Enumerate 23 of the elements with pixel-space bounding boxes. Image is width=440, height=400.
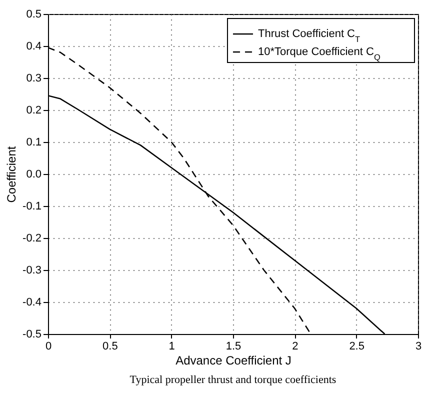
x-tick-label: 1 — [168, 340, 175, 352]
x-tick-label: 0 — [45, 340, 52, 352]
x-tick-label: 2.5 — [349, 340, 364, 352]
legend-label: Thrust Coefficient C$_{T}$ — [258, 28, 360, 44]
text: Typical propeller thrust and torque coefficients — [130, 374, 336, 386]
x-tick-label: 0.5 — [102, 340, 118, 352]
y-tick-label: 0.3 — [26, 72, 42, 84]
y-tick-label: -0.2 — [22, 232, 42, 244]
y-tick-label: -0.5 — [22, 328, 42, 340]
y-tick-label: 0.4 — [26, 40, 42, 52]
y-axis-title: Coefficient — [4, 146, 19, 203]
x-tick-label: 1.5 — [226, 340, 242, 352]
y-tick-label: -0.1 — [22, 200, 42, 212]
y-tick-label: 0.5 — [26, 8, 42, 20]
x-tick-label: 3 — [415, 340, 422, 352]
y-tick-label: 0.1 — [26, 136, 42, 148]
y-tick-label: -0.4 — [22, 296, 42, 308]
y-tick-label: 0.0 — [26, 168, 42, 180]
y-tick-label: -0.3 — [22, 264, 42, 276]
x-axis-title: Advance Coefficient J — [176, 354, 292, 368]
y-tick-label: 0.2 — [26, 104, 42, 116]
x-tick-label: 2 — [292, 340, 298, 352]
legend-label: 10*Torque Coefficient C$_{Q}$ — [258, 46, 381, 62]
